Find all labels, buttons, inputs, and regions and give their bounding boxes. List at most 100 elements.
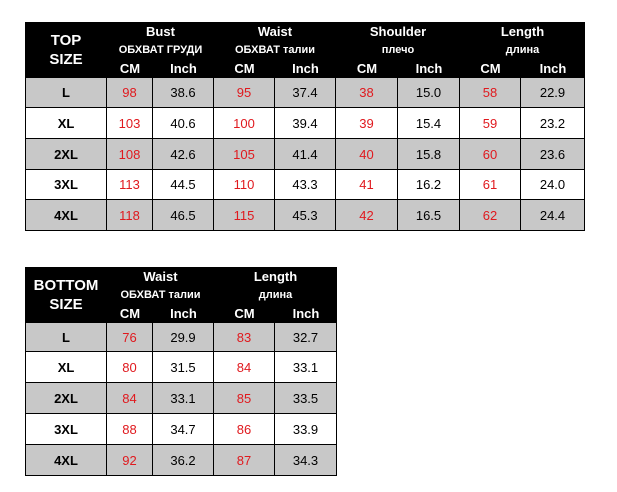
group-name: Shoulder xyxy=(336,22,460,41)
size-value: 98 xyxy=(107,78,153,108)
size-value: 40 xyxy=(336,139,398,170)
size-label: L xyxy=(25,78,107,108)
unit-label: CM xyxy=(107,304,153,323)
unit-label: Inch xyxy=(153,59,214,78)
group-sub: длина xyxy=(214,286,337,304)
group-sub: ОБХВАТ ГРУДИ xyxy=(107,41,214,59)
size-value: 84 xyxy=(107,383,153,414)
unit-label: Inch xyxy=(275,304,337,323)
size-value: 80 xyxy=(107,352,153,383)
size-value: 22.9 xyxy=(521,78,585,108)
size-value: 61 xyxy=(460,170,521,200)
size-value: 36.2 xyxy=(153,445,214,476)
size-label: 4XL xyxy=(25,200,107,231)
size-value: 86 xyxy=(214,414,275,445)
size-value: 24.0 xyxy=(521,170,585,200)
unit-label: Inch xyxy=(521,59,585,78)
size-value: 83 xyxy=(214,323,275,352)
size-value: 34.3 xyxy=(275,445,337,476)
unit-label: Inch xyxy=(398,59,460,78)
size-value: 37.4 xyxy=(275,78,336,108)
size-value: 59 xyxy=(460,108,521,139)
corner-label: TOP SIZE xyxy=(25,22,107,78)
size-value: 42.6 xyxy=(153,139,214,170)
size-value: 88 xyxy=(107,414,153,445)
size-value: 118 xyxy=(107,200,153,231)
size-value: 24.4 xyxy=(521,200,585,231)
size-value: 60 xyxy=(460,139,521,170)
unit-label: CM xyxy=(460,59,521,78)
size-value: 42 xyxy=(336,200,398,231)
group-sub: ОБХВАТ талии xyxy=(107,286,214,304)
size-value: 87 xyxy=(214,445,275,476)
size-value: 29.9 xyxy=(153,323,214,352)
size-label: 3XL xyxy=(25,170,107,200)
size-value: 95 xyxy=(214,78,275,108)
unit-label: Inch xyxy=(153,304,214,323)
size-label: 2XL xyxy=(25,139,107,170)
group-name: Waist xyxy=(107,267,214,286)
unit-label: CM xyxy=(107,59,153,78)
size-value: 15.4 xyxy=(398,108,460,139)
size-value: 33.1 xyxy=(275,352,337,383)
size-value: 16.5 xyxy=(398,200,460,231)
size-value: 58 xyxy=(460,78,521,108)
size-value: 23.6 xyxy=(521,139,585,170)
group-sub: длина xyxy=(460,41,585,59)
size-value: 92 xyxy=(107,445,153,476)
size-value: 34.7 xyxy=(153,414,214,445)
corner-line: SIZE xyxy=(49,296,83,313)
size-value: 100 xyxy=(214,108,275,139)
size-value: 33.5 xyxy=(275,383,337,414)
size-value: 45.3 xyxy=(275,200,336,231)
size-value: 41.4 xyxy=(275,139,336,170)
size-value: 32.7 xyxy=(275,323,337,352)
size-value: 38.6 xyxy=(153,78,214,108)
size-value: 43.3 xyxy=(275,170,336,200)
unit-label: CM xyxy=(336,59,398,78)
size-value: 115 xyxy=(214,200,275,231)
size-value: 46.5 xyxy=(153,200,214,231)
size-label: XL xyxy=(25,108,107,139)
group-sub: плечо xyxy=(336,41,460,59)
group-name: Length xyxy=(460,22,585,41)
size-value: 31.5 xyxy=(153,352,214,383)
size-value: 15.0 xyxy=(398,78,460,108)
size-value: 108 xyxy=(107,139,153,170)
size-label: L xyxy=(25,323,107,352)
group-name: Waist xyxy=(214,22,336,41)
group-name: Bust xyxy=(107,22,214,41)
size-value: 76 xyxy=(107,323,153,352)
size-value: 39.4 xyxy=(275,108,336,139)
group-name: Length xyxy=(214,267,337,286)
unit-label: Inch xyxy=(275,59,336,78)
size-value: 84 xyxy=(214,352,275,383)
size-value: 33.9 xyxy=(275,414,337,445)
corner-line: SIZE xyxy=(49,51,83,68)
size-value: 40.6 xyxy=(153,108,214,139)
size-value: 110 xyxy=(214,170,275,200)
size-label: 4XL xyxy=(25,445,107,476)
size-value: 16.2 xyxy=(398,170,460,200)
size-value: 15.8 xyxy=(398,139,460,170)
size-value: 103 xyxy=(107,108,153,139)
size-value: 113 xyxy=(107,170,153,200)
size-value: 105 xyxy=(214,139,275,170)
size-value: 23.2 xyxy=(521,108,585,139)
size-label: 3XL xyxy=(25,414,107,445)
size-value: 62 xyxy=(460,200,521,231)
corner-line: TOP xyxy=(50,32,82,49)
unit-label: CM xyxy=(214,59,275,78)
size-value: 41 xyxy=(336,170,398,200)
corner-label: BOTTOM SIZE xyxy=(25,267,107,323)
group-sub: ОБХВАТ талии xyxy=(214,41,336,59)
size-value: 38 xyxy=(336,78,398,108)
corner-line: BOTTOM xyxy=(33,277,99,294)
unit-label: CM xyxy=(214,304,275,323)
size-label: XL xyxy=(25,352,107,383)
size-value: 33.1 xyxy=(153,383,214,414)
size-value: 44.5 xyxy=(153,170,214,200)
size-value: 85 xyxy=(214,383,275,414)
size-value: 39 xyxy=(336,108,398,139)
